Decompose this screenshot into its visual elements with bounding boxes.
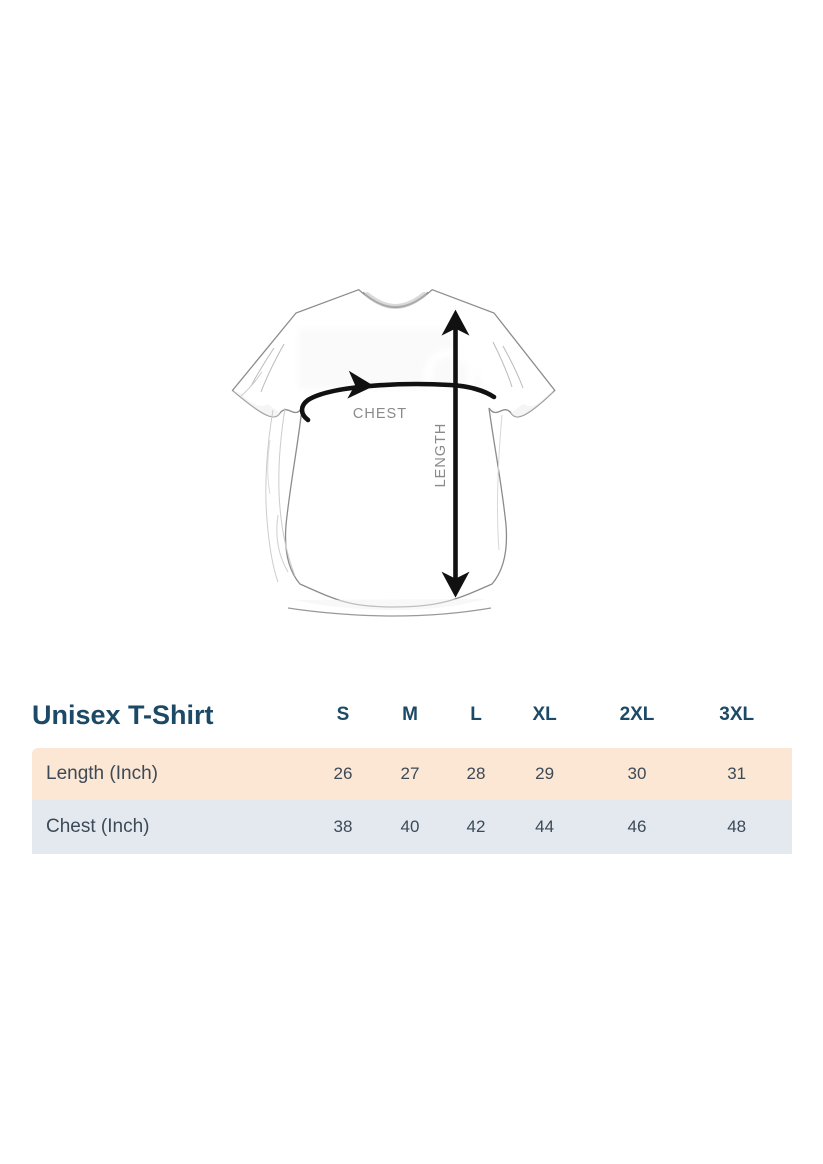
svg-text:CHEST: CHEST (353, 406, 407, 422)
svg-text:LENGTH: LENGTH (433, 423, 449, 488)
